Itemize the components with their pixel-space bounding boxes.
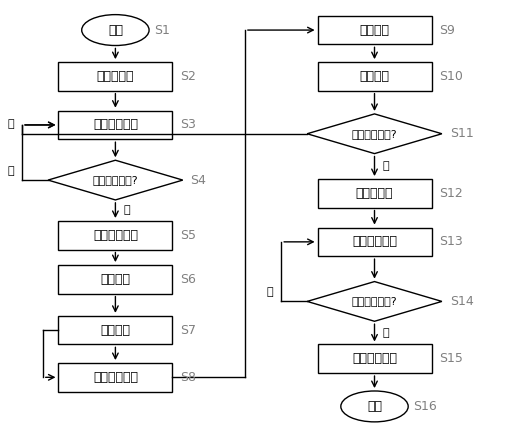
Text: S3: S3 (180, 119, 196, 131)
FancyBboxPatch shape (58, 62, 172, 91)
Ellipse shape (82, 15, 149, 46)
Text: 结束: 结束 (367, 400, 382, 413)
Text: 控制电机: 控制电机 (101, 273, 130, 286)
Text: S1: S1 (154, 24, 170, 36)
Text: S10: S10 (439, 70, 463, 83)
Text: 测量是否结束?: 测量是否结束? (352, 129, 398, 139)
Text: S4: S4 (191, 174, 206, 186)
Text: S15: S15 (439, 352, 463, 365)
Text: 否: 否 (267, 287, 274, 297)
Text: S2: S2 (180, 70, 196, 83)
Text: S6: S6 (180, 273, 196, 286)
Text: 触发磁性开关: 触发磁性开关 (352, 352, 397, 365)
Text: 控制气缸进退: 控制气缸进退 (352, 235, 397, 248)
FancyBboxPatch shape (317, 345, 431, 373)
Text: S9: S9 (439, 24, 455, 36)
FancyBboxPatch shape (317, 179, 431, 208)
Text: 控制电磁阀: 控制电磁阀 (356, 187, 393, 200)
Text: 是: 是 (123, 206, 130, 215)
Text: S13: S13 (439, 235, 463, 248)
Ellipse shape (341, 391, 408, 422)
Text: 开始: 开始 (108, 24, 123, 36)
Text: S7: S7 (180, 324, 196, 337)
FancyBboxPatch shape (58, 363, 172, 392)
Text: 计算尺寸参数: 计算尺寸参数 (93, 371, 138, 384)
Text: 数据显示: 数据显示 (359, 24, 390, 36)
FancyBboxPatch shape (58, 316, 172, 345)
Text: 控制气缸进退: 控制气缸进退 (93, 119, 138, 131)
Text: 触发磁性开关: 触发磁性开关 (93, 229, 138, 242)
FancyBboxPatch shape (317, 62, 431, 91)
FancyBboxPatch shape (58, 265, 172, 293)
Text: 是否回到原位?: 是否回到原位? (352, 297, 398, 306)
FancyBboxPatch shape (317, 16, 431, 44)
Text: S16: S16 (413, 400, 437, 413)
Text: 采集数据: 采集数据 (101, 324, 130, 337)
Text: 否: 否 (8, 166, 15, 176)
FancyBboxPatch shape (58, 111, 172, 139)
Text: S5: S5 (180, 229, 196, 242)
Text: S8: S8 (180, 371, 196, 384)
Text: 控制电磁阀: 控制电磁阀 (97, 70, 134, 83)
Text: 否: 否 (8, 119, 15, 129)
Text: 数据存储: 数据存储 (359, 70, 390, 83)
Text: 是: 是 (382, 328, 389, 338)
Polygon shape (307, 281, 442, 321)
Text: 是否到测量位?: 是否到测量位? (93, 175, 138, 185)
FancyBboxPatch shape (58, 221, 172, 250)
Text: S11: S11 (450, 127, 474, 140)
Polygon shape (307, 114, 442, 154)
Text: S12: S12 (439, 187, 463, 200)
Text: 是: 是 (382, 161, 389, 171)
FancyBboxPatch shape (317, 227, 431, 256)
Text: S14: S14 (450, 295, 474, 308)
Polygon shape (48, 160, 183, 200)
